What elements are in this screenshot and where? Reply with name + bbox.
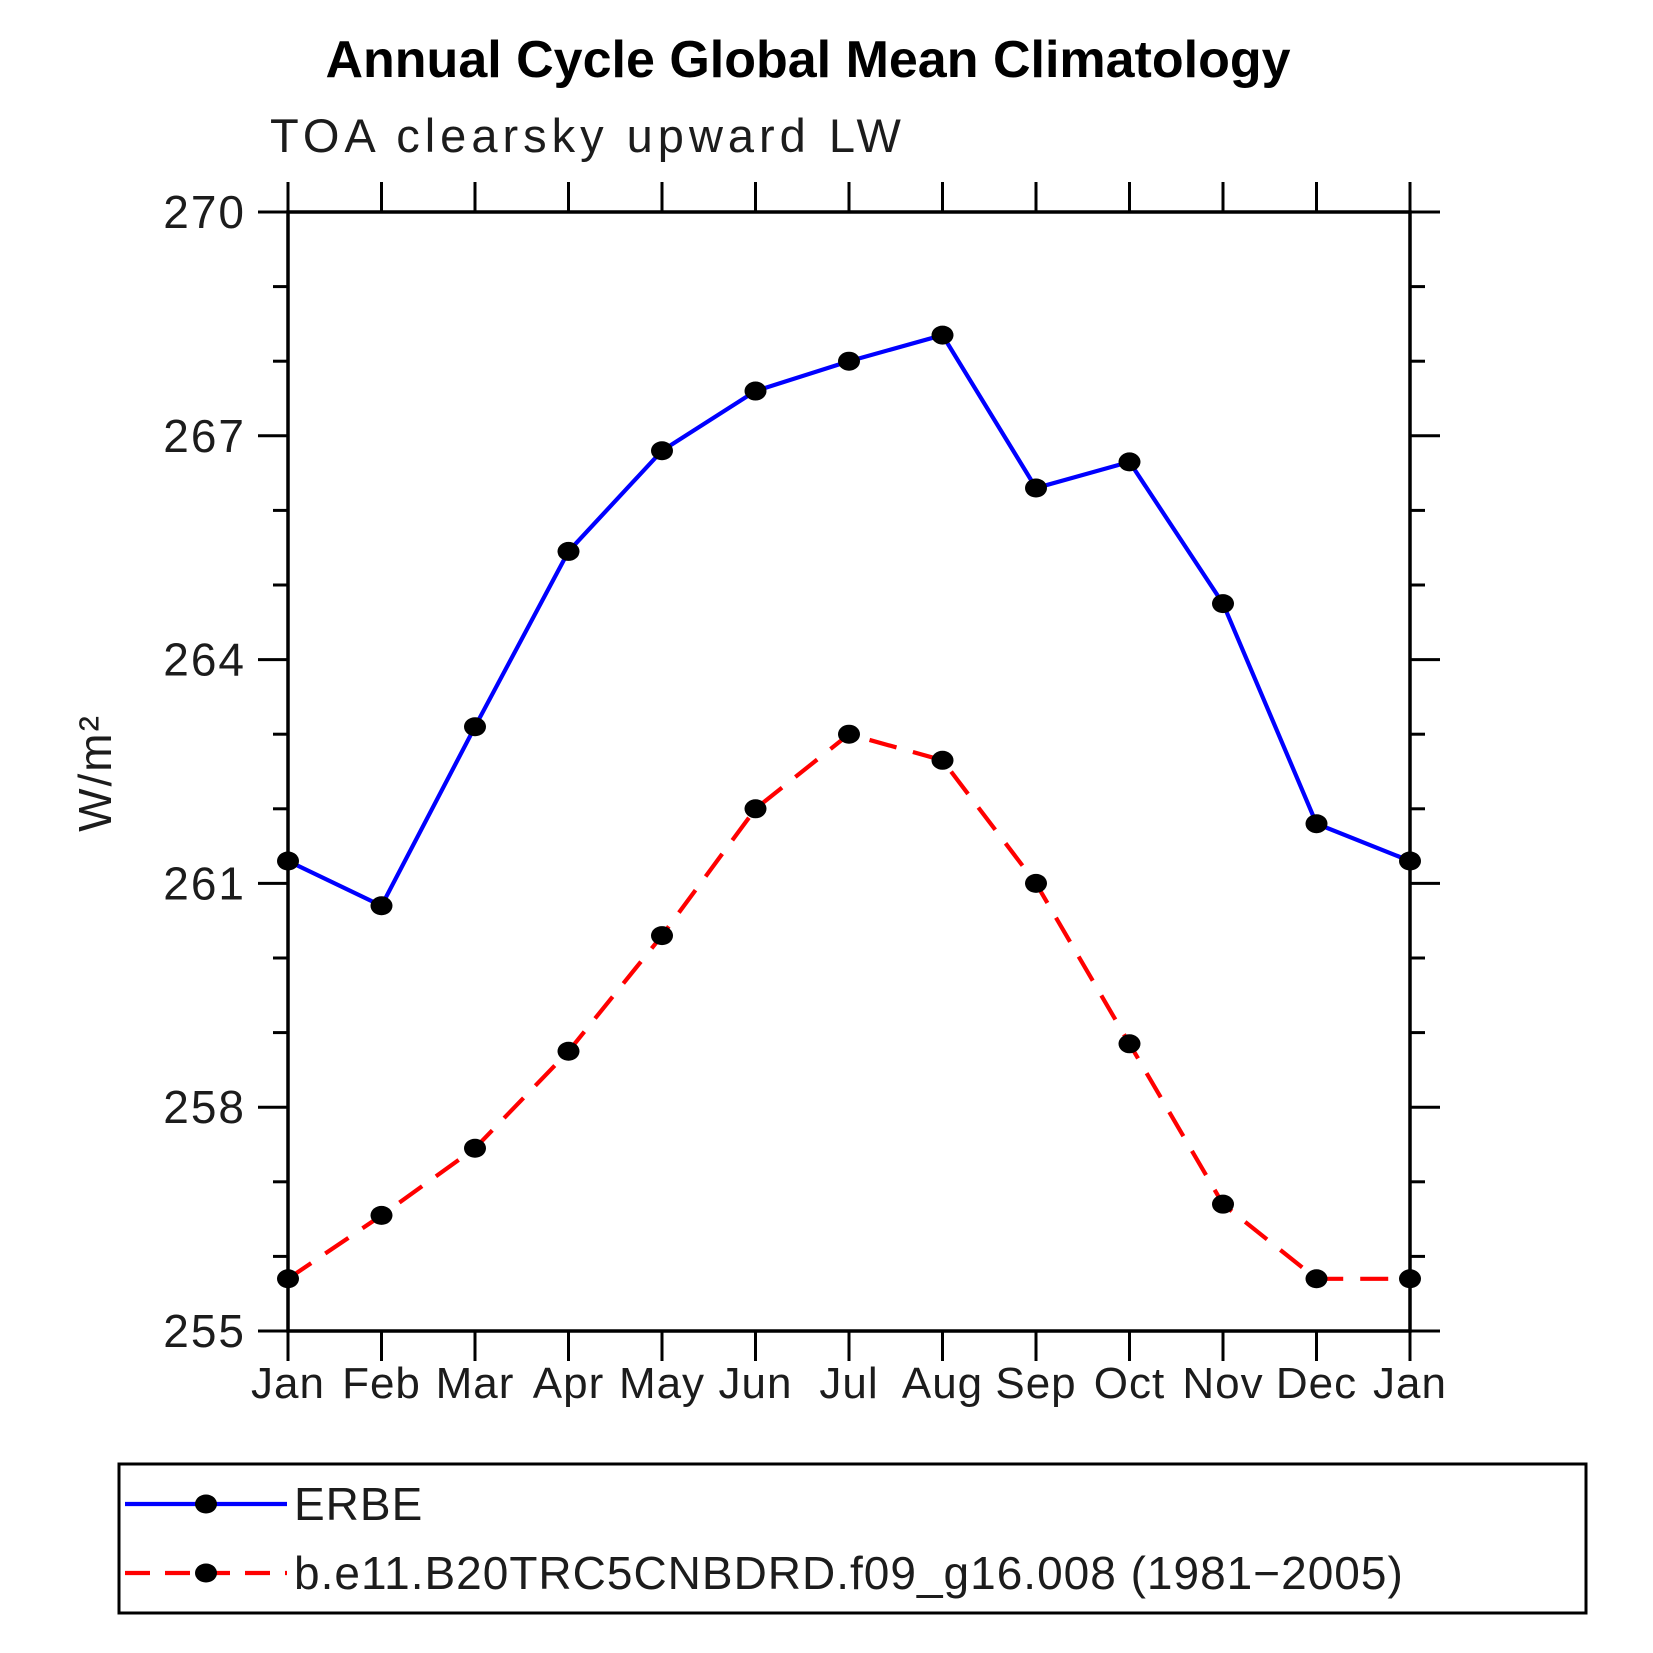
- legend-erbe-marker: [195, 1494, 217, 1514]
- y-tick-label: 261: [163, 857, 246, 909]
- x-tick-label: Jan: [251, 1359, 325, 1408]
- model-marker: [838, 724, 860, 744]
- legend-erbe-label: ERBE: [294, 1478, 423, 1530]
- model-marker: [464, 1138, 486, 1158]
- erbe-marker: [1305, 814, 1328, 834]
- erbe-marker: [370, 896, 393, 916]
- erbe-marker: [651, 441, 673, 461]
- erbe-marker: [1399, 851, 1421, 871]
- x-tick-label: Sep: [995, 1359, 1076, 1408]
- model-marker: [1118, 1034, 1141, 1054]
- legend-model-marker: [195, 1563, 217, 1583]
- erbe-marker: [1212, 594, 1234, 614]
- x-tick-label: Jan: [1373, 1359, 1447, 1408]
- x-tick-label: Mar: [436, 1359, 515, 1408]
- model-marker: [557, 1041, 580, 1061]
- legend-model-label: b.e11.B20TRC5CNBDRD.f09_g16.008 (1981−20…: [294, 1547, 1404, 1599]
- erbe-marker: [557, 541, 580, 561]
- erbe-marker: [1118, 452, 1141, 472]
- model-marker: [744, 799, 767, 819]
- erbe-marker: [931, 325, 954, 345]
- erbe-line: [287, 332, 1411, 909]
- x-tick-label: Apr: [533, 1359, 604, 1408]
- x-tick-label: Dec: [1276, 1359, 1357, 1408]
- x-tick-label: Aug: [902, 1359, 983, 1408]
- y-tick-label: 270: [163, 186, 246, 238]
- y-tick-label: 255: [163, 1305, 246, 1357]
- y-tick-label: 258: [163, 1081, 246, 1133]
- x-tick-label: Feb: [342, 1359, 421, 1408]
- x-tick-label: May: [619, 1359, 705, 1408]
- model-marker: [1025, 873, 1047, 893]
- model-line: [286, 731, 1410, 1281]
- legend-box: [117, 1462, 1588, 1615]
- x-tick-label: Jul: [819, 1359, 878, 1408]
- x-tick-label: Jun: [719, 1359, 793, 1408]
- x-tick-label: Oct: [1094, 1359, 1165, 1408]
- erbe-marker: [277, 851, 299, 871]
- model-marker: [931, 750, 954, 770]
- chart-title: Annual Cycle Global Mean Climatology: [325, 31, 1291, 89]
- model-marker: [277, 1269, 299, 1289]
- erbe-marker: [744, 381, 767, 401]
- y-tick-label: 264: [163, 634, 246, 686]
- y-tick-label: 267: [163, 410, 246, 462]
- erbe-marker: [1025, 478, 1047, 498]
- erbe-marker: [838, 351, 860, 371]
- model-marker: [1212, 1194, 1234, 1214]
- x-tick-label: Nov: [1182, 1359, 1263, 1408]
- model-marker: [370, 1205, 393, 1225]
- erbe-marker: [464, 717, 486, 737]
- model-marker: [651, 926, 673, 946]
- model-marker: [1305, 1269, 1328, 1289]
- model-marker: [1399, 1269, 1421, 1289]
- chart-subtitle: TOA clearsky upward LW: [270, 109, 906, 162]
- y-axis-title: W/m²: [69, 714, 121, 832]
